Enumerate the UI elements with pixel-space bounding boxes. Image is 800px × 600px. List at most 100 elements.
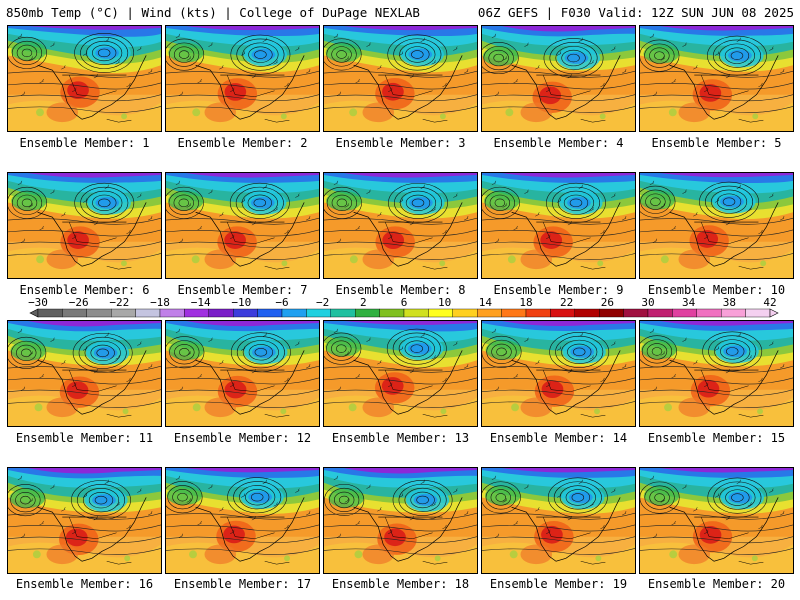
colorbar-tick-label: −30 bbox=[28, 296, 48, 309]
temperature-map-11 bbox=[8, 321, 161, 426]
colorbar-swatch bbox=[62, 308, 88, 318]
ensemble-map-16[interactable] bbox=[7, 467, 162, 574]
ensemble-map-11[interactable] bbox=[7, 320, 162, 427]
temperature-map-12 bbox=[166, 321, 319, 426]
ensemble-member-label-16: Ensemble Member: 16 bbox=[15, 577, 154, 591]
colorbar-tick-label: 22 bbox=[560, 296, 573, 309]
ensemble-member-label-12: Ensemble Member: 12 bbox=[173, 431, 312, 445]
temperature-map-20 bbox=[640, 468, 793, 573]
colorbar-swatch bbox=[257, 308, 283, 318]
colorbar-tick-label: 10 bbox=[438, 296, 451, 309]
colorbar-swatch bbox=[477, 308, 502, 318]
ensemble-member-label-5: Ensemble Member: 5 bbox=[651, 136, 782, 150]
ensemble-map-15[interactable] bbox=[639, 320, 794, 427]
temperature-map-18 bbox=[324, 468, 477, 573]
ensemble-map-9[interactable] bbox=[481, 172, 636, 279]
ensemble-member-label-15: Ensemble Member: 15 bbox=[647, 431, 786, 445]
colorbar-tick-label: 2 bbox=[360, 296, 367, 309]
colorbar-tick-label: 6 bbox=[401, 296, 408, 309]
ensemble-member-label-11: Ensemble Member: 11 bbox=[15, 431, 154, 445]
temperature-map-7 bbox=[166, 173, 319, 278]
colorbar-swatch bbox=[574, 308, 600, 318]
ensemble-map-8[interactable] bbox=[323, 172, 478, 279]
colorbar-tick-label: 26 bbox=[601, 296, 614, 309]
ensemble-map-3[interactable] bbox=[323, 25, 478, 132]
temperature-map-4 bbox=[482, 26, 635, 131]
colorbar-swatch bbox=[672, 308, 698, 318]
colorbar-swatch bbox=[86, 308, 112, 318]
ensemble-map-2[interactable] bbox=[165, 25, 320, 132]
colorbar-tick-label: −6 bbox=[275, 296, 288, 309]
colorbar-swatch bbox=[647, 308, 673, 318]
ensemble-map-18[interactable] bbox=[323, 467, 478, 574]
colorbar-tick-label: −18 bbox=[150, 296, 170, 309]
ensemble-member-label-2: Ensemble Member: 2 bbox=[177, 136, 308, 150]
colorbar-swatch bbox=[232, 308, 258, 318]
ensemble-map-12[interactable] bbox=[165, 320, 320, 427]
colorbar-swatch bbox=[452, 308, 478, 318]
colorbar-left-arrow bbox=[29, 308, 39, 318]
ensemble-map-19[interactable] bbox=[481, 467, 636, 574]
colorbar-swatch bbox=[208, 308, 234, 318]
colorbar-swatch bbox=[110, 308, 136, 318]
colorbar-swatch bbox=[330, 308, 356, 318]
colorbar-swatch bbox=[599, 308, 624, 318]
colorbar-swatch bbox=[37, 308, 63, 318]
ensemble-map-7[interactable] bbox=[165, 172, 320, 279]
ensemble-member-label-7: Ensemble Member: 7 bbox=[177, 283, 308, 297]
temperature-map-13 bbox=[324, 321, 477, 426]
ensemble-member-label-14: Ensemble Member: 14 bbox=[489, 431, 628, 445]
colorbar-swatch bbox=[355, 308, 380, 318]
colorbar-tick-label: −10 bbox=[231, 296, 251, 309]
ensemble-map-10[interactable] bbox=[639, 172, 794, 279]
ensemble-member-label-19: Ensemble Member: 19 bbox=[489, 577, 628, 591]
ensemble-map-4[interactable] bbox=[481, 25, 636, 132]
ensemble-map-17[interactable] bbox=[165, 467, 320, 574]
temperature-map-15 bbox=[640, 321, 793, 426]
colorbar-tick-label: −14 bbox=[191, 296, 211, 309]
colorbar-tick-label: −26 bbox=[69, 296, 89, 309]
ensemble-member-label-4: Ensemble Member: 4 bbox=[493, 136, 624, 150]
ensemble-member-label-1: Ensemble Member: 1 bbox=[19, 136, 150, 150]
colorbar-swatch bbox=[403, 308, 429, 318]
temperature-map-5 bbox=[640, 26, 793, 131]
temperature-map-16 bbox=[8, 468, 161, 573]
ensemble-map-5[interactable] bbox=[639, 25, 794, 132]
colorbar-swatch bbox=[623, 308, 649, 318]
ensemble-member-label-3: Ensemble Member: 3 bbox=[335, 136, 466, 150]
ensemble-map-20[interactable] bbox=[639, 467, 794, 574]
ensemble-map-6[interactable] bbox=[7, 172, 162, 279]
colorbar-swatch bbox=[428, 308, 453, 318]
ensemble-map-1[interactable] bbox=[7, 25, 162, 132]
colorbar-tick-label: 14 bbox=[479, 296, 493, 309]
ensemble-member-label-9: Ensemble Member: 9 bbox=[493, 283, 624, 297]
colorbar-tick-label: −22 bbox=[109, 296, 129, 309]
temperature-map-9 bbox=[482, 173, 635, 278]
temperature-map-2 bbox=[166, 26, 319, 131]
ensemble-member-label-18: Ensemble Member: 18 bbox=[331, 577, 470, 591]
colorbar-tick-label: 30 bbox=[641, 296, 654, 309]
colorbar-swatch bbox=[501, 308, 527, 318]
temperature-map-1 bbox=[8, 26, 161, 131]
colorbar-swatch bbox=[525, 308, 551, 318]
temperature-map-10 bbox=[640, 173, 793, 278]
ensemble-map-14[interactable] bbox=[481, 320, 636, 427]
ensemble-member-label-20: Ensemble Member: 20 bbox=[647, 577, 786, 591]
colorbar-tick-label: 34 bbox=[682, 296, 696, 309]
temperature-map-14 bbox=[482, 321, 635, 426]
temperature-map-8 bbox=[324, 173, 477, 278]
colorbar-swatch bbox=[745, 308, 771, 318]
ensemble-member-label-17: Ensemble Member: 17 bbox=[173, 577, 312, 591]
colorbar-tick-label: 38 bbox=[723, 296, 736, 309]
ensemble-map-13[interactable] bbox=[323, 320, 478, 427]
product-title: 850mb Temp (°C) | Wind (kts) | College o… bbox=[6, 5, 420, 20]
colorbar-swatch bbox=[696, 308, 722, 318]
ensemble-member-label-10: Ensemble Member: 10 bbox=[647, 283, 786, 297]
colorbar-swatch bbox=[184, 308, 209, 318]
colorbar-tick-label: 42 bbox=[763, 296, 776, 309]
temperature-map-6 bbox=[8, 173, 161, 278]
valid-time: 06Z GEFS | F030 Valid: 12Z SUN JUN 08 20… bbox=[477, 5, 794, 20]
ensemble-member-label-6: Ensemble Member: 6 bbox=[19, 283, 150, 297]
temperature-map-17 bbox=[166, 468, 319, 573]
colorbar-swatch bbox=[721, 308, 746, 318]
